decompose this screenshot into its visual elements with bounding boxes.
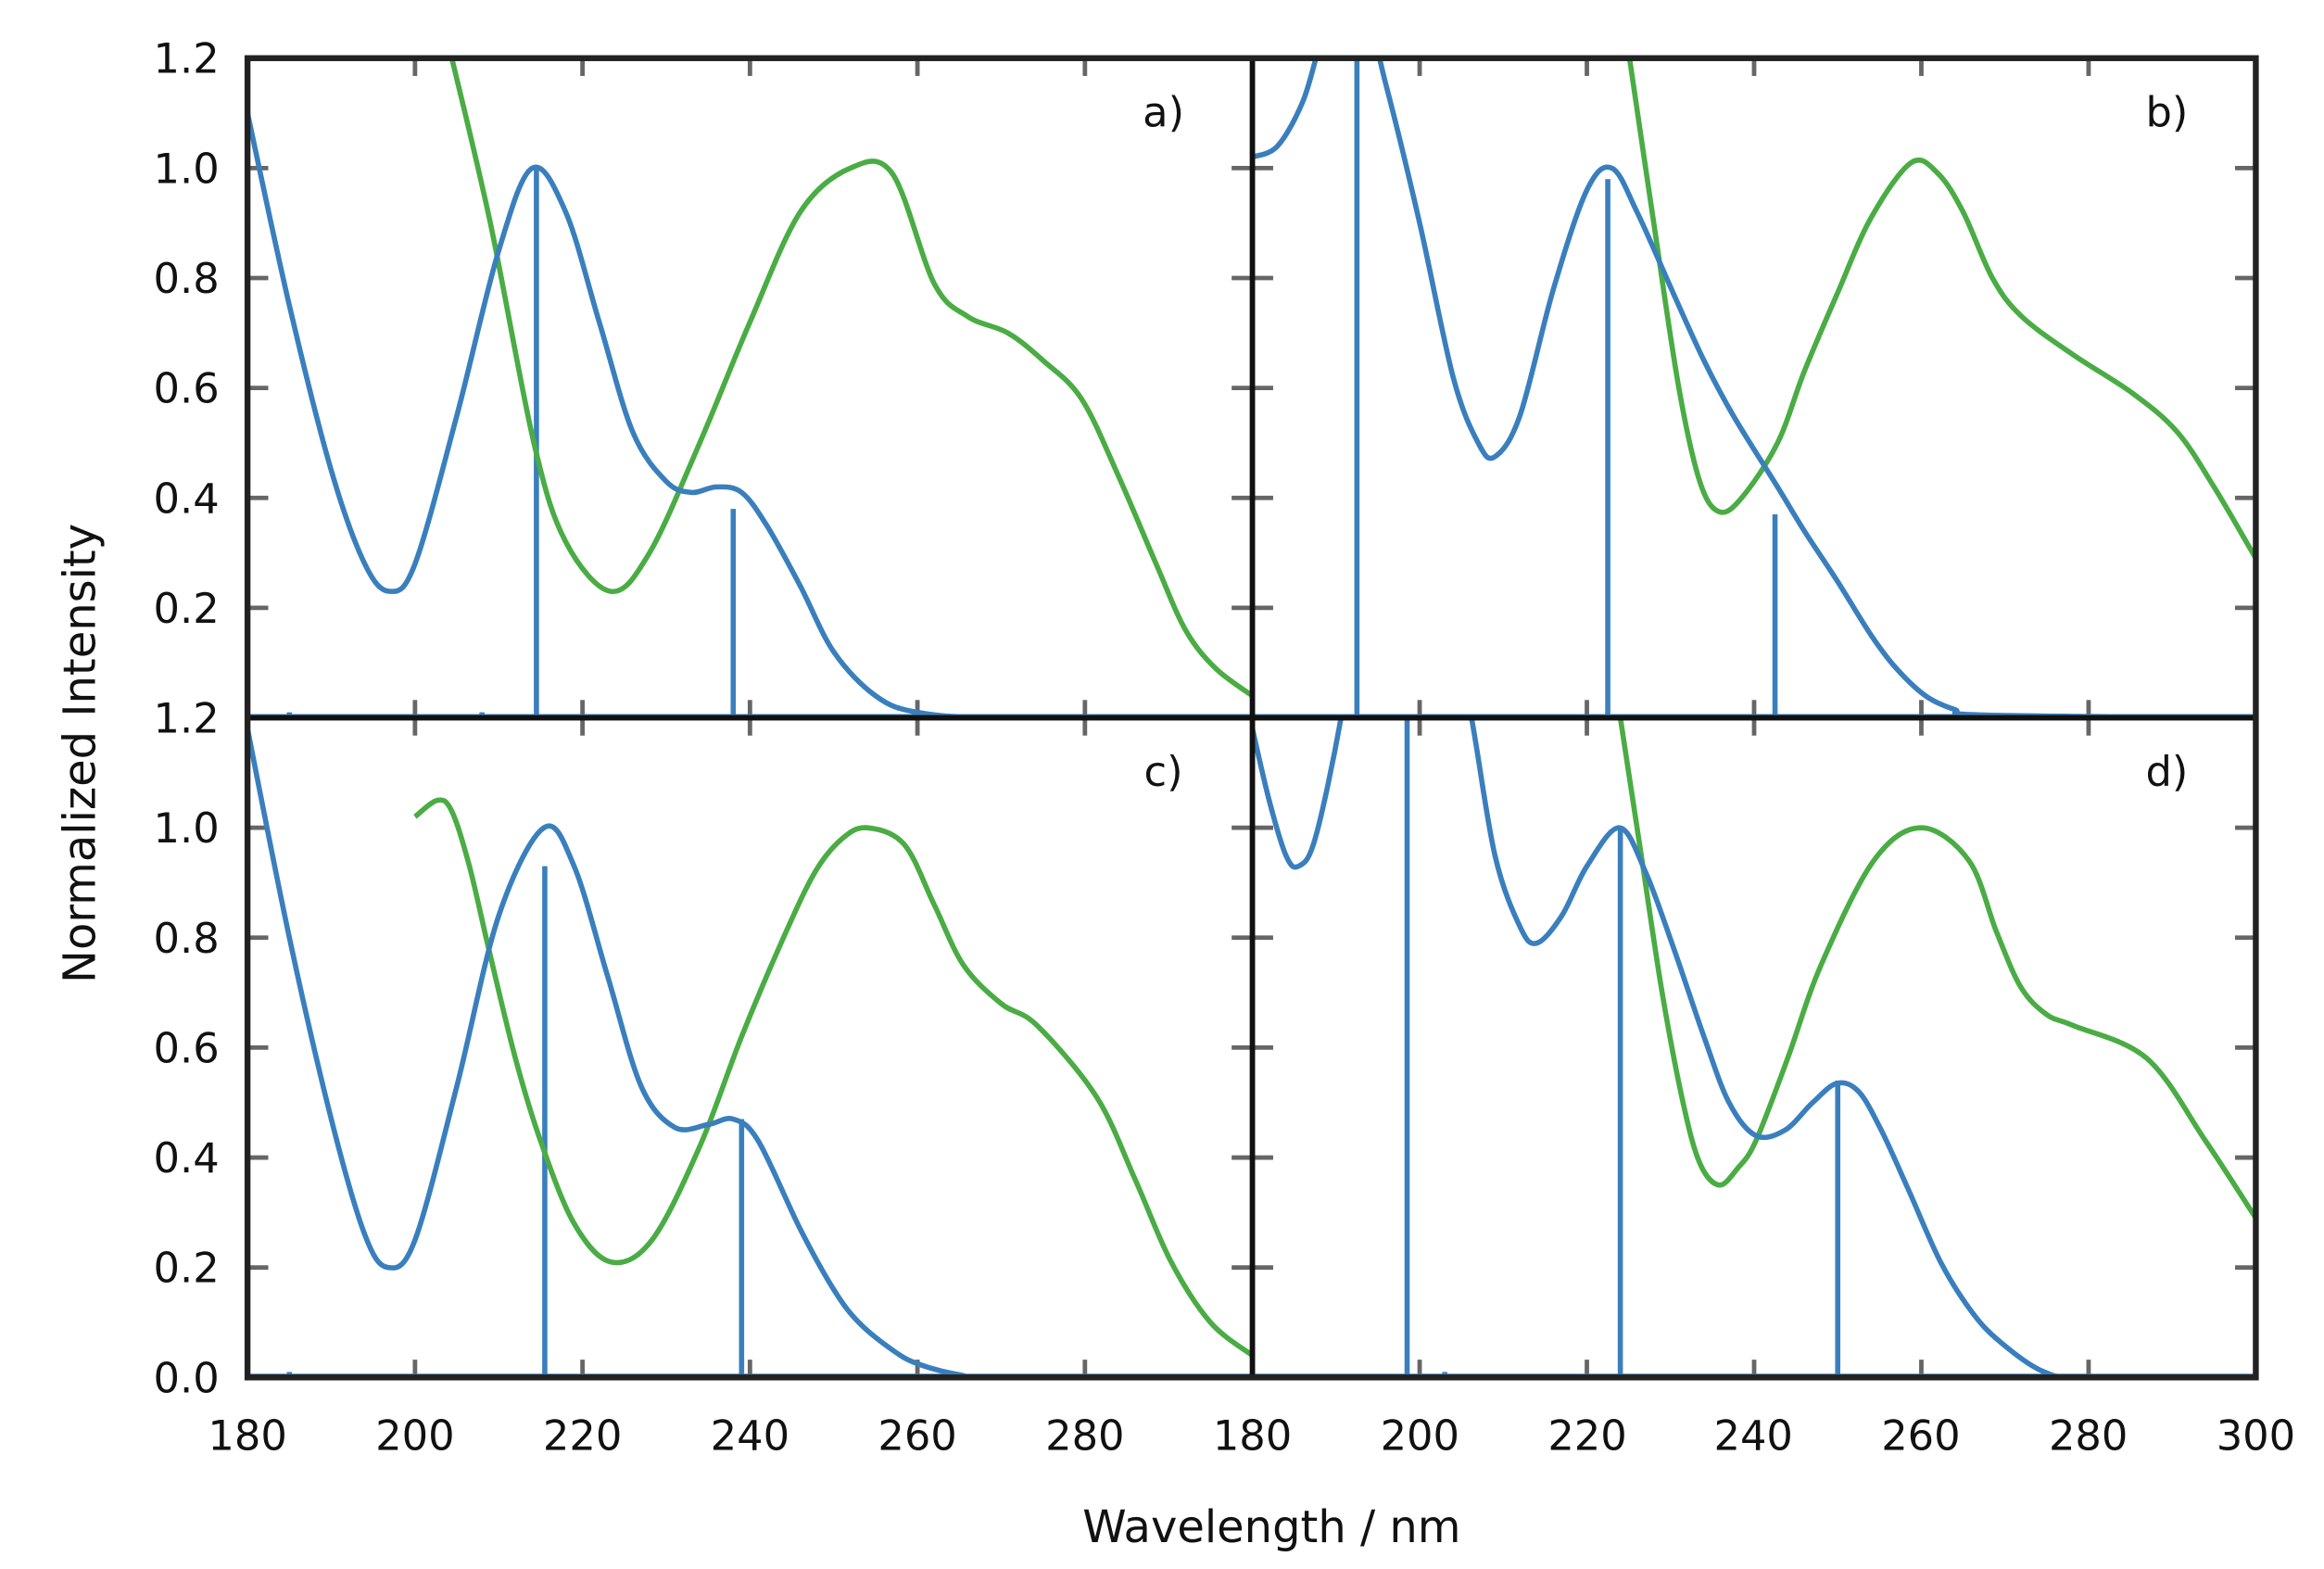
panel-label: b) bbox=[2146, 87, 2189, 136]
y-tick-label: 1.0 bbox=[154, 144, 220, 193]
x-tick-label: 240 bbox=[711, 1411, 789, 1461]
y-tick-label: 0.8 bbox=[154, 914, 220, 963]
reference-line bbox=[1617, 717, 2256, 1220]
panel-label: a) bbox=[1143, 87, 1184, 136]
y-tick-label: 0.6 bbox=[154, 364, 220, 413]
x-tick-label: 220 bbox=[1547, 1411, 1626, 1461]
y-tick-label: 0.2 bbox=[154, 584, 220, 633]
y-tick-label: 0.6 bbox=[154, 1023, 220, 1072]
x-tick-label: 180 bbox=[1213, 1411, 1292, 1461]
y-tick-label: 0.2 bbox=[154, 1244, 220, 1293]
x-axis-label: Wavelength / nm bbox=[1082, 1501, 1460, 1553]
panel-frame bbox=[1249, 715, 2259, 1381]
x-tick-label: 260 bbox=[1881, 1411, 1960, 1461]
panel-2 bbox=[247, 728, 1253, 1378]
spectrum-line bbox=[247, 112, 1253, 718]
x-tick-label: 280 bbox=[1045, 1411, 1124, 1461]
x-tick-label: 220 bbox=[543, 1411, 622, 1461]
x-tick-label: 200 bbox=[1381, 1411, 1459, 1461]
reference-line bbox=[1626, 57, 2256, 560]
x-tick-label: 240 bbox=[1713, 1411, 1792, 1461]
panel-3 bbox=[1252, 717, 2256, 1378]
spectrum-line bbox=[1252, 717, 2256, 1378]
y-tick-label: 0.0 bbox=[154, 1353, 220, 1402]
panel-label: d) bbox=[2146, 747, 2189, 796]
y-tick-label: 1.0 bbox=[154, 803, 220, 853]
y-tick-label: 0.4 bbox=[154, 474, 220, 523]
spectrum-line bbox=[1252, 57, 2256, 718]
reference-line bbox=[413, 797, 1253, 1358]
panel-frames bbox=[244, 55, 2259, 1381]
spectrum-line bbox=[247, 728, 1253, 1378]
y-tick-label: 1.2 bbox=[154, 34, 220, 83]
x-tick-label: 280 bbox=[2049, 1411, 2128, 1461]
y-tick-label: 0.4 bbox=[154, 1133, 220, 1183]
y-axis-label: Normalized Intensity bbox=[54, 524, 106, 983]
x-tick-label: 300 bbox=[2217, 1411, 2295, 1461]
panel-1 bbox=[1252, 57, 2256, 718]
y-tick-label: 0.8 bbox=[154, 254, 220, 303]
panel-frame bbox=[245, 55, 1256, 721]
panel-frame bbox=[245, 715, 1256, 1381]
panel-0 bbox=[247, 57, 1253, 718]
y-tick-label: 1.2 bbox=[154, 694, 220, 743]
panel-label: c) bbox=[1144, 747, 1183, 796]
tick-labels: a) b) c) d) 180 200 220 240 260 280 180 200 220 240 26… bbox=[154, 34, 2296, 1461]
x-tick-label: 200 bbox=[375, 1411, 454, 1461]
x-tick-label: 180 bbox=[208, 1411, 286, 1461]
reference-line bbox=[448, 57, 1253, 699]
outer-frame bbox=[244, 55, 2259, 1381]
x-tick-label: 260 bbox=[878, 1411, 956, 1461]
